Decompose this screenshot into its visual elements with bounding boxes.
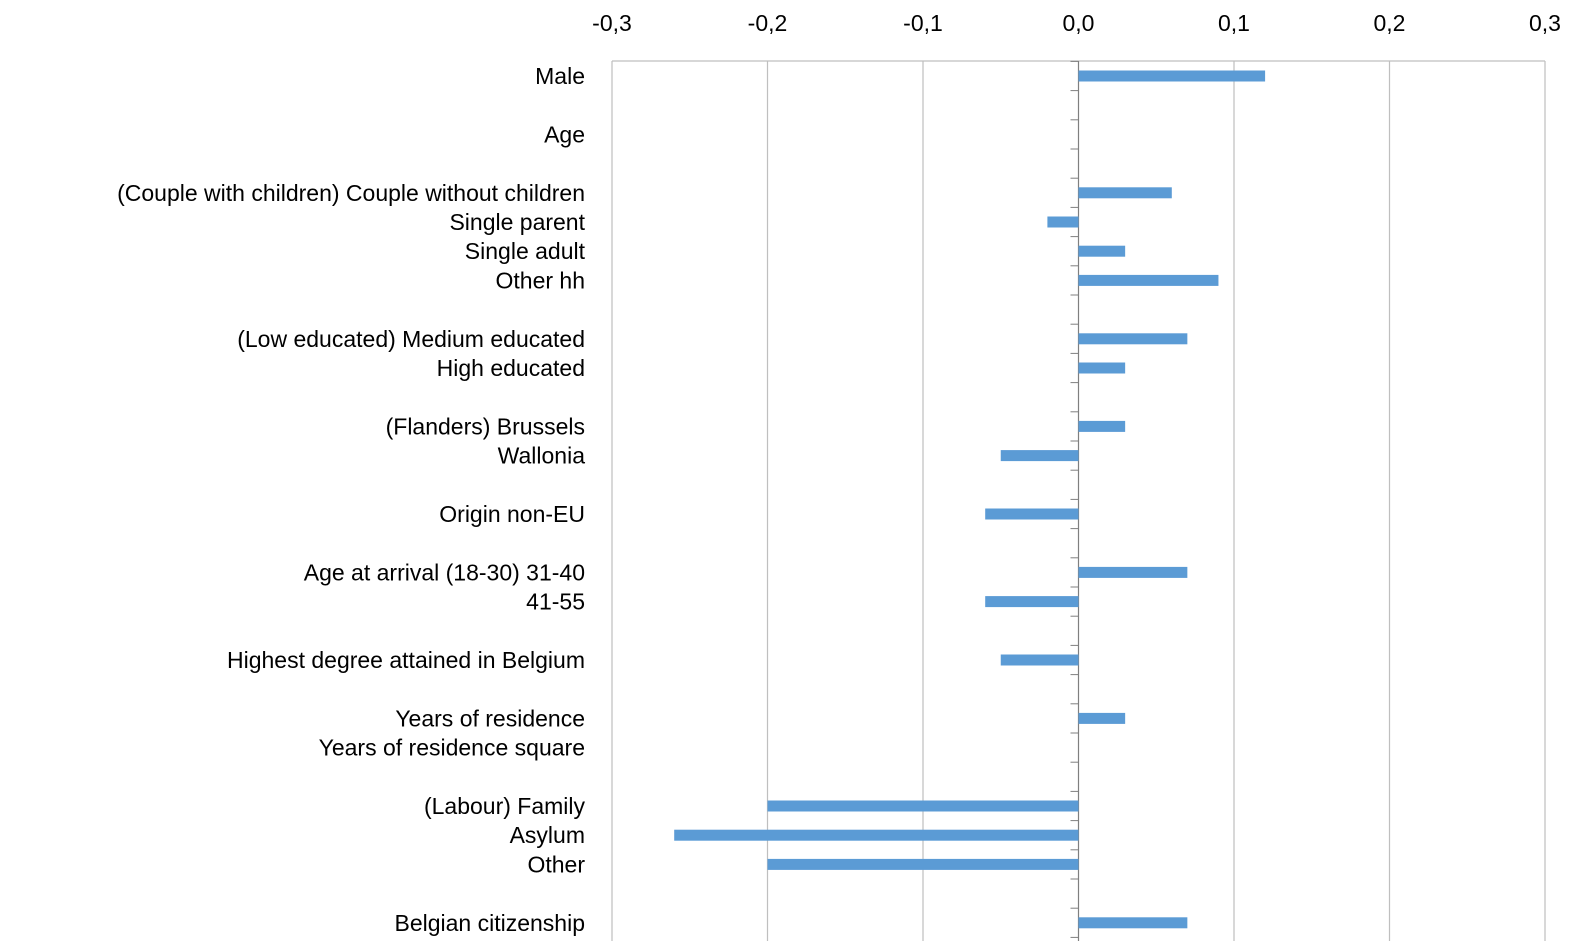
bar [767, 800, 1079, 812]
bar [1000, 450, 1079, 462]
bar [1000, 654, 1079, 666]
bar [1078, 70, 1266, 82]
category-label: Years of residence square [319, 735, 585, 761]
x-tick-label: -0,3 [592, 10, 632, 36]
category-label: Origin non-EU [439, 501, 585, 527]
bar [1078, 245, 1126, 257]
bar [674, 829, 1079, 841]
bar [1078, 274, 1219, 286]
bar [1078, 917, 1188, 929]
category-label: Other hh [496, 267, 586, 293]
bars [674, 70, 1266, 929]
x-tick-label: 0,3 [1529, 10, 1561, 36]
gridlines [611, 61, 1546, 941]
value-axis: -0,3 -0,2 -0,1 0,0 0,1 0,2 0,3 [592, 10, 1561, 941]
category-label: Single parent [449, 209, 585, 235]
bar [1078, 333, 1188, 345]
category-label: Age [544, 121, 585, 147]
bar [1078, 187, 1172, 199]
x-tick-label: -0,1 [903, 10, 943, 36]
category-label: Other [527, 851, 585, 877]
bar [985, 508, 1079, 520]
bar [1078, 566, 1188, 578]
bar [1047, 216, 1079, 228]
x-tick-label: 0,0 [1063, 10, 1095, 36]
bar [1078, 420, 1126, 432]
category-axis: Male Age (Couple with children) Couple wit… [117, 63, 586, 936]
category-label: Wallonia [498, 443, 586, 469]
x-tick-label: 0,2 [1374, 10, 1406, 36]
category-label: (Couple with children) Couple without ch… [117, 180, 585, 206]
category-label: Male [535, 63, 585, 89]
category-label: Belgian citizenship [394, 910, 585, 936]
x-tick-label: -0,2 [748, 10, 788, 36]
bar [1078, 712, 1126, 724]
x-tick-label: 0,1 [1218, 10, 1250, 36]
category-label: (Labour) Family [424, 793, 586, 819]
category-label: Highest degree attained in Belgium [227, 647, 585, 673]
category-label: Age at arrival (18-30) 31-40 [304, 559, 585, 585]
category-label: (Flanders) Brussels [386, 413, 585, 439]
category-label: (Low educated) Medium educated [237, 326, 585, 352]
bar [985, 596, 1079, 608]
category-label: Single adult [465, 238, 586, 264]
bar [767, 858, 1079, 870]
category-label: Years of residence [395, 705, 585, 731]
category-label: Asylum [510, 822, 585, 848]
category-label: 41-55 [526, 589, 585, 615]
category-label: High educated [437, 355, 585, 381]
bar [1078, 362, 1126, 374]
